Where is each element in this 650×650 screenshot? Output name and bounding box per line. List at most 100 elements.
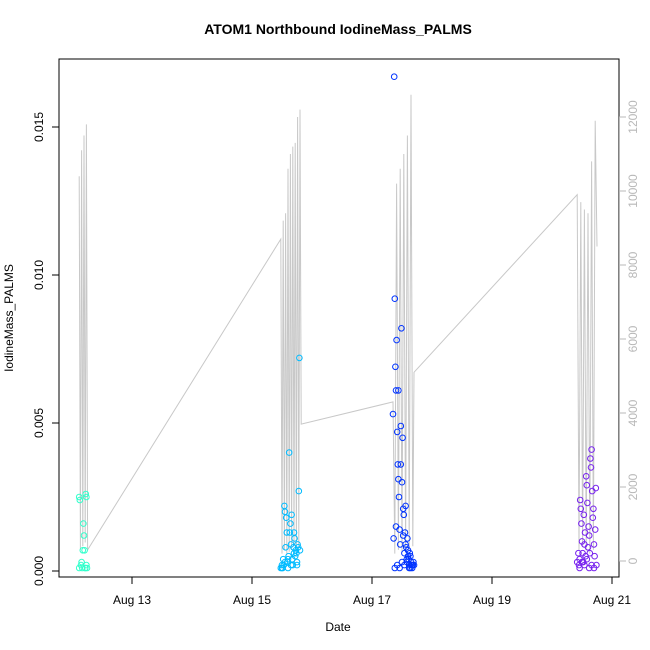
- data-point: [398, 478, 406, 486]
- data-point: [392, 523, 400, 530]
- data-point: [401, 549, 408, 557]
- data-point: [395, 493, 403, 501]
- data-point: [588, 446, 595, 453]
- data-point: [576, 496, 584, 504]
- data-point: [589, 514, 597, 522]
- altitude-tick-label: 6000: [626, 325, 640, 352]
- data-point: [80, 520, 87, 527]
- data-point: [590, 505, 597, 513]
- x-axis-label: Date: [325, 620, 351, 634]
- data-point: [400, 511, 408, 519]
- data-point: [79, 547, 87, 554]
- chart-title: ATOM1 Northbound IodineMass_PALMS: [204, 21, 472, 37]
- data-point: [392, 363, 399, 371]
- data-point: [80, 532, 88, 539]
- data-point: [408, 561, 415, 569]
- data-point: [401, 561, 408, 569]
- data-point: [393, 428, 401, 436]
- data-point: [591, 552, 598, 560]
- altitude-tick-label: 10000: [626, 174, 640, 208]
- data-point: [582, 552, 589, 560]
- data-point: [390, 535, 397, 542]
- y-tick-label: 0.000: [32, 556, 46, 586]
- data-point: [582, 473, 590, 480]
- data-point: [402, 541, 409, 548]
- data-point: [398, 325, 405, 332]
- data-point: [293, 561, 301, 569]
- data-point: [287, 520, 294, 527]
- altitude-tick-label: 2000: [626, 473, 640, 500]
- data-point: [81, 547, 88, 554]
- data-point: [403, 555, 411, 563]
- x-tick-label: Aug 15: [233, 593, 271, 607]
- data-point: [585, 532, 593, 539]
- data-point: [81, 564, 89, 572]
- data-point: [590, 564, 598, 572]
- data-point: [397, 461, 405, 468]
- data-point: [278, 564, 286, 572]
- x-tick-label: Aug 13: [113, 593, 151, 607]
- data-point: [583, 481, 591, 489]
- data-point: [289, 561, 297, 569]
- data-point: [587, 455, 594, 462]
- data-point: [282, 514, 290, 522]
- x-tick-label: Aug 19: [473, 593, 511, 607]
- y-tick-label: 0.005: [32, 408, 46, 438]
- data-point: [75, 493, 83, 501]
- data-point: [578, 520, 585, 527]
- data-point: [391, 295, 399, 303]
- data-point: [585, 523, 592, 530]
- data-point: [281, 508, 289, 516]
- y-axis-label: IodineMass_PALMS: [2, 264, 16, 372]
- x-tick-label: Aug 17: [353, 593, 391, 607]
- data-point: [290, 549, 298, 557]
- data-point: [291, 535, 298, 542]
- data-point: [286, 529, 294, 536]
- data-point: [399, 532, 407, 539]
- data-point: [396, 564, 403, 572]
- altitude-tick-label: 8000: [626, 251, 640, 278]
- data-point: [404, 552, 412, 560]
- data-point: [576, 564, 583, 572]
- data-point: [83, 493, 90, 501]
- plot-frame: [58, 58, 620, 578]
- altitude-tick-label: 0: [626, 557, 640, 564]
- data-point: [295, 487, 303, 495]
- x-tick-label: Aug 21: [593, 593, 631, 607]
- data-point: [296, 547, 304, 554]
- data-point: [583, 555, 591, 563]
- data-point: [399, 434, 406, 442]
- data-point: [575, 549, 582, 557]
- data-point: [586, 549, 594, 557]
- data-point: [395, 387, 402, 394]
- altitude-line: [78, 94, 598, 554]
- data-point: [83, 561, 90, 569]
- data-point: [285, 449, 293, 456]
- data-point: [76, 496, 84, 504]
- data-point: [584, 499, 591, 507]
- points-layer: [75, 73, 600, 572]
- data-point: [397, 422, 405, 430]
- data-point: [283, 529, 291, 536]
- data-point: [288, 511, 295, 519]
- data-point: [591, 526, 599, 533]
- altitude-tick-label: 4000: [626, 399, 640, 426]
- data-point: [392, 387, 400, 394]
- data-point: [590, 541, 598, 548]
- data-point: [82, 490, 90, 498]
- data-point: [402, 502, 409, 510]
- data-point: [580, 511, 588, 519]
- data-point: [284, 555, 292, 563]
- data-point: [294, 541, 301, 548]
- data-point: [390, 73, 398, 80]
- data-point: [581, 529, 589, 536]
- data-point: [394, 461, 402, 468]
- y-tick-label: 0.010: [32, 260, 46, 290]
- data-point: [389, 410, 397, 418]
- altitude-tick-label: 12000: [626, 100, 640, 134]
- y-tick-label: 0.015: [32, 112, 46, 142]
- data-point: [83, 564, 91, 572]
- data-point: [293, 558, 301, 566]
- data-point: [407, 564, 414, 572]
- data-point: [587, 464, 595, 471]
